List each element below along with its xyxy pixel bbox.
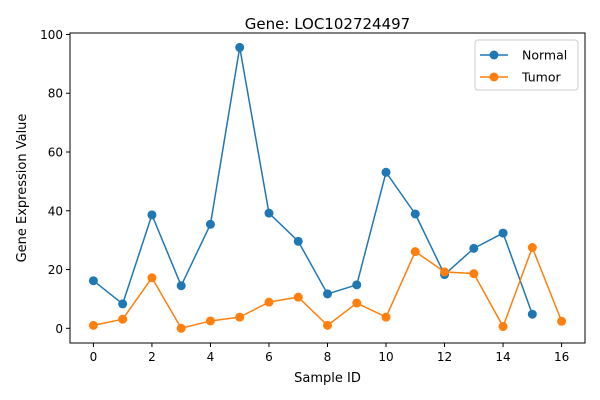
data-point-normal	[498, 228, 508, 238]
legend-label-normal: Normal	[522, 48, 567, 63]
chart-title: Gene: LOC102724497	[245, 15, 410, 33]
x-tick-label: 16	[554, 350, 569, 364]
data-point-tumor	[381, 312, 391, 322]
data-point-normal	[527, 309, 537, 319]
data-point-normal	[205, 219, 215, 229]
x-tick-label: 10	[378, 350, 393, 364]
legend-marker-tumor	[489, 72, 499, 82]
data-point-tumor	[176, 323, 186, 333]
data-point-tumor	[352, 298, 362, 308]
y-tick-label: 100	[40, 28, 63, 42]
series-line-tumor	[93, 246, 563, 330]
x-axis-label: Sample ID	[294, 371, 361, 386]
x-tick-label: 8	[324, 350, 332, 364]
data-point-normal	[323, 289, 332, 299]
y-tick-label: 40	[48, 204, 63, 218]
series-line-normal	[92, 46, 534, 315]
legend-entry-normal: Normal	[480, 48, 567, 63]
data-point-tumor	[293, 292, 303, 302]
data-point-normal	[235, 42, 245, 52]
data-point-normal	[469, 243, 479, 253]
x-tick-label: 0	[90, 350, 98, 364]
x-tick-label: 6	[265, 350, 273, 364]
data-point-normal	[88, 276, 98, 286]
x-tick-label: 12	[437, 350, 452, 364]
legend: Normal Tumor	[474, 39, 579, 91]
data-point-tumor	[440, 267, 450, 277]
legend-label-tumor: Tumor	[521, 70, 561, 85]
data-point-tumor	[527, 243, 537, 252]
data-point-tumor	[264, 297, 274, 307]
data-point-tumor	[323, 320, 332, 330]
data-point-normal	[264, 208, 274, 218]
data-point-normal	[352, 280, 362, 290]
data-point-normal	[118, 299, 128, 309]
data-point-tumor	[498, 322, 508, 332]
legend-entry-tumor: Tumor	[480, 70, 561, 85]
y-tick-label: 80	[48, 87, 63, 101]
x-tick-label: 2	[148, 350, 156, 364]
data-point-normal	[176, 281, 186, 291]
y-axis-ticks: 0 20 40 60 80 100	[40, 28, 70, 336]
data-point-tumor	[410, 247, 420, 257]
y-tick-label: 0	[55, 322, 63, 336]
plot-points	[88, 42, 567, 333]
y-tick-label: 60	[48, 146, 63, 160]
y-tick-label: 20	[48, 263, 63, 277]
data-point-tumor	[88, 320, 98, 330]
legend-marker-normal	[489, 50, 499, 60]
data-point-normal	[410, 209, 420, 219]
data-point-normal	[293, 236, 303, 246]
data-point-tumor	[147, 273, 157, 283]
x-axis-ticks: 0 2 4 6 8 10 12 14 16	[90, 343, 569, 364]
data-point-tumor	[235, 312, 245, 322]
y-axis-label: Gene Expression Value	[15, 114, 30, 263]
data-point-tumor	[118, 314, 128, 324]
data-point-tumor	[557, 316, 567, 326]
data-point-tumor	[205, 316, 215, 326]
data-point-tumor	[469, 269, 479, 279]
data-point-normal	[147, 210, 157, 220]
data-point-normal	[381, 167, 391, 177]
x-tick-label: 14	[495, 350, 510, 364]
x-tick-label: 4	[207, 350, 215, 364]
